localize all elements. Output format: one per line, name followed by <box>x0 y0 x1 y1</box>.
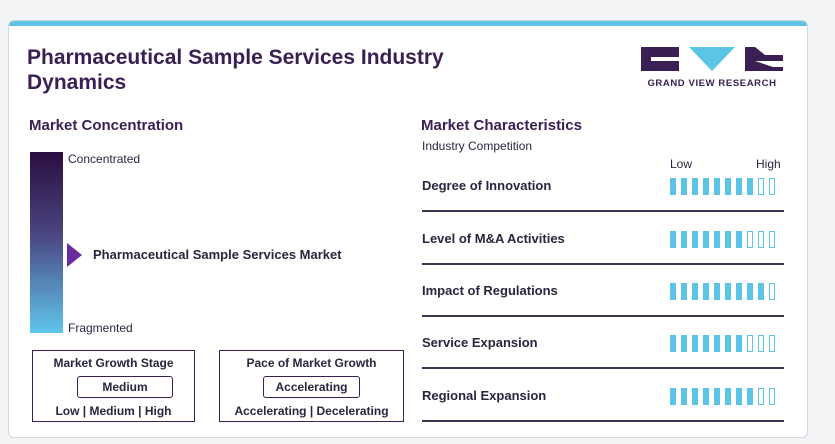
market-pointer-icon <box>67 243 82 267</box>
level-segment-filled <box>703 335 709 352</box>
logo-text: GRAND VIEW RESEARCH <box>647 78 777 89</box>
level-segment-filled <box>736 178 742 195</box>
characteristic-label: Level of M&A Activities <box>422 231 565 246</box>
level-segment-filled <box>714 178 720 195</box>
characteristic-row: Impact of Regulations <box>422 283 784 335</box>
market-characteristics-title: Market Characteristics <box>421 117 582 134</box>
level-segment-empty <box>747 335 753 352</box>
level-segment-filled <box>747 388 753 405</box>
scale-low-label: Low <box>670 157 693 171</box>
characteristic-label: Degree of Innovation <box>422 178 552 193</box>
fragmented-label: Fragmented <box>68 321 133 335</box>
characteristic-label: Impact of Regulations <box>422 283 558 298</box>
level-segment-filled <box>714 388 720 405</box>
level-segment-filled <box>736 283 742 300</box>
level-segment-filled <box>725 335 731 352</box>
growth-stage-title: Market Growth Stage <box>53 356 174 370</box>
level-segment-filled <box>747 178 753 195</box>
level-segment-empty <box>758 335 764 352</box>
logo-marks-icon <box>641 47 783 71</box>
level-segment-filled <box>703 388 709 405</box>
level-segment-filled <box>725 388 731 405</box>
row-divider <box>422 420 784 422</box>
level-segment-filled <box>736 388 742 405</box>
market-name-label: Pharmaceutical Sample Services Market <box>93 247 342 262</box>
level-segment-filled <box>736 231 742 248</box>
pace-of-growth-box: Pace of Market Growth Accelerating Accel… <box>219 350 404 422</box>
concentrated-label: Concentrated <box>68 152 141 166</box>
level-segment-filled <box>725 283 731 300</box>
level-segment-filled <box>725 231 731 248</box>
level-segment-filled <box>736 335 742 352</box>
level-segment-empty <box>758 388 764 405</box>
level-segment-filled <box>670 388 676 405</box>
level-segment-filled <box>692 388 698 405</box>
level-segment-empty <box>769 231 775 248</box>
level-segment-filled <box>692 178 698 195</box>
level-segment-empty <box>758 231 764 248</box>
row-divider <box>422 315 784 317</box>
level-segment-filled <box>714 283 720 300</box>
characteristic-row: Regional Expansion <box>422 388 784 440</box>
level-segment-empty <box>769 388 775 405</box>
growth-pace-value: Accelerating <box>263 376 360 398</box>
accent-top-bar <box>9 21 807 26</box>
scale-high-label: High <box>756 157 781 171</box>
level-segment-filled <box>703 231 709 248</box>
level-segment-filled <box>758 283 764 300</box>
level-segment-filled <box>747 283 753 300</box>
characteristic-row: Level of M&A Activities <box>422 231 784 283</box>
level-segment-empty <box>769 178 775 195</box>
characteristic-row: Degree of Innovation <box>422 178 784 230</box>
level-segment-filled <box>670 335 676 352</box>
level-segment-empty <box>769 283 775 300</box>
level-segment-filled <box>725 178 731 195</box>
grand-view-research-logo: GRAND VIEW RESEARCH <box>637 45 787 95</box>
level-segment-empty <box>747 231 753 248</box>
page-title: Pharmaceutical Sample Services Industry … <box>27 46 444 94</box>
concentration-gradient-bar <box>30 152 63 333</box>
level-segment-filled <box>714 231 720 248</box>
row-divider <box>422 367 784 369</box>
level-segment-filled <box>703 178 709 195</box>
growth-pace-title: Pace of Market Growth <box>246 356 377 370</box>
level-segment-filled <box>670 178 676 195</box>
level-segment-filled <box>692 283 698 300</box>
level-segment-filled <box>692 231 698 248</box>
characteristic-label: Regional Expansion <box>422 388 547 403</box>
row-divider <box>422 210 784 212</box>
level-segment-filled <box>681 178 687 195</box>
growth-pace-scale: Accelerating | Decelerating <box>234 404 389 418</box>
level-segment-empty <box>758 178 764 195</box>
market-growth-stage-box: Market Growth Stage Medium Low | Medium … <box>32 350 195 422</box>
level-segment-filled <box>703 283 709 300</box>
industry-dynamics-card: Pharmaceutical Sample Services Industry … <box>8 20 808 438</box>
market-concentration-title: Market Concentration <box>29 117 184 134</box>
characteristic-row: Service Expansion <box>422 335 784 387</box>
growth-stage-scale: Low | Medium | High <box>55 404 172 418</box>
characteristic-label: Service Expansion <box>422 335 538 350</box>
industry-competition-subtitle: Industry Competition <box>422 139 533 153</box>
level-segment-filled <box>681 231 687 248</box>
level-segment-filled <box>681 388 687 405</box>
level-segment-filled <box>692 335 698 352</box>
row-divider <box>422 263 784 265</box>
level-segment-empty <box>769 335 775 352</box>
level-segment-filled <box>681 335 687 352</box>
level-segment-filled <box>681 283 687 300</box>
level-segment-filled <box>670 231 676 248</box>
level-segment-filled <box>670 283 676 300</box>
growth-stage-value: Medium <box>77 376 173 398</box>
level-segment-filled <box>714 335 720 352</box>
